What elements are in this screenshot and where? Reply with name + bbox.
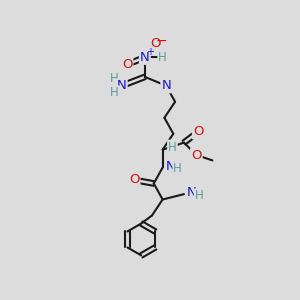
Text: H: H	[110, 86, 119, 99]
Text: N: N	[187, 186, 197, 199]
Text: H: H	[158, 51, 167, 64]
Text: O: O	[191, 148, 202, 162]
Text: −: −	[156, 33, 168, 47]
Text: N: N	[117, 79, 127, 92]
Text: N: N	[140, 51, 150, 64]
Text: O: O	[122, 58, 132, 71]
Text: H: H	[168, 141, 177, 154]
Text: H: H	[173, 162, 182, 175]
Text: N: N	[161, 79, 171, 92]
Text: O: O	[150, 37, 161, 50]
Text: H: H	[110, 72, 119, 85]
Text: N: N	[166, 160, 175, 173]
Text: O: O	[193, 125, 203, 139]
Text: +: +	[146, 47, 154, 57]
Text: O: O	[129, 173, 140, 186]
Text: H: H	[195, 189, 203, 203]
